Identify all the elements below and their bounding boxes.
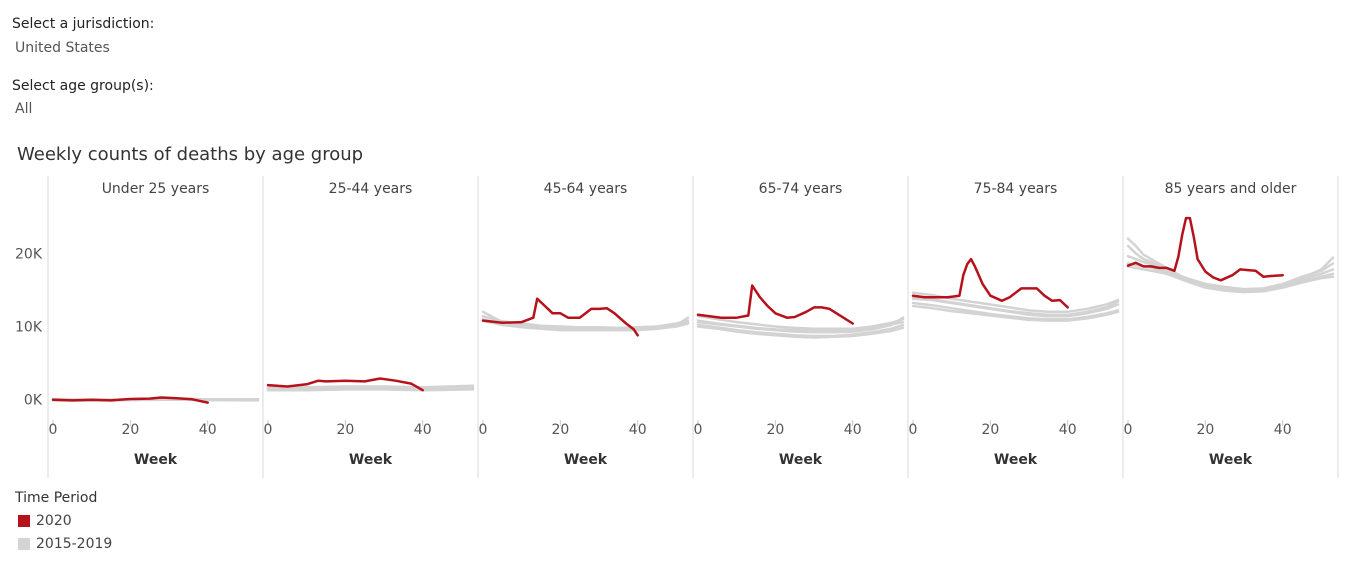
legend-item-2020[interactable]: 2020 (18, 513, 72, 529)
small-multiples-chart: 0K 10K 20K Under 25 years 0 20 40 Week 25-44 yea… (15, 176, 1339, 478)
series-line-2020 (266, 377, 424, 392)
x-tick-label: 40 (414, 422, 432, 438)
panel-header: 65-74 years (759, 181, 843, 197)
series-line-2015-2019 (481, 319, 690, 332)
series-line-2020 (696, 284, 854, 325)
x-tick-label: 0 (909, 422, 918, 438)
series-line-2015-2019 (911, 295, 1120, 317)
series-line-2020 (51, 396, 209, 404)
x-axis-title: Week (1209, 452, 1253, 468)
x-tick-label: 20 (551, 422, 569, 438)
x-tick-label: 0 (49, 422, 58, 438)
panel-header: 85 years and older (1165, 181, 1297, 197)
x-axis-title: Week (564, 452, 608, 468)
y-tick-label: 10K (15, 319, 43, 335)
series-line-2015-2019 (266, 386, 475, 390)
series-line-2015-2019 (1126, 265, 1335, 294)
x-tick-label: 20 (336, 422, 354, 438)
series-line-2015-2019 (266, 388, 475, 392)
x-tick-label: 40 (199, 422, 217, 438)
x-tick-label: 0 (1124, 422, 1133, 438)
x-tick-label: 40 (629, 422, 647, 438)
series-line-2015-2019 (911, 304, 1120, 322)
series-line-2015-2019 (696, 323, 905, 338)
series-line-2020 (481, 297, 639, 337)
series-line-2020 (1126, 216, 1284, 282)
x-tick-label: 20 (766, 422, 784, 438)
jurisdiction-filter-value[interactable]: United States (15, 40, 110, 56)
series-line-2020 (911, 257, 1069, 309)
legend-title: Time Period (15, 490, 98, 506)
x-tick-label: 40 (1059, 422, 1077, 438)
jurisdiction-filter-label: Select a jurisdiction: (12, 16, 155, 32)
series-line-2015-2019 (696, 319, 905, 333)
x-axis-title: Week (134, 452, 178, 468)
panel-header: 25-44 years (329, 181, 413, 197)
series-line-2015-2019 (696, 325, 905, 339)
series-line-2015-2019 (911, 301, 1120, 321)
x-tick-label: 40 (1274, 422, 1292, 438)
x-tick-label: 20 (981, 422, 999, 438)
x-axis-title: Week (994, 452, 1038, 468)
legend-item-2015-2019[interactable]: 2015-2019 (18, 536, 112, 552)
chart-title: Weekly counts of deaths by age group (17, 144, 364, 165)
y-tick-label: 20K (15, 246, 43, 262)
legend-swatch-2015-2019 (18, 538, 30, 550)
series-line-2015-2019 (696, 314, 905, 330)
x-tick-label: 40 (844, 422, 862, 438)
panel-header: 45-64 years (544, 181, 628, 197)
series-line-2015-2019 (266, 384, 475, 389)
legend-label-2020: 2020 (36, 513, 72, 529)
x-tick-label: 20 (1196, 422, 1214, 438)
panel-header: Under 25 years (102, 181, 210, 197)
y-tick-label: 0K (24, 393, 43, 409)
age-group-filter-label: Select age group(s): (12, 78, 154, 94)
x-tick-label: 0 (479, 422, 488, 438)
legend-swatch-2020 (18, 515, 30, 527)
x-tick-label: 0 (694, 422, 703, 438)
x-axis-title: Week (349, 452, 393, 468)
x-axis-title: Week (779, 452, 823, 468)
x-tick-label: 20 (121, 422, 139, 438)
panel-header: 75-84 years (974, 181, 1058, 197)
x-tick-label: 0 (264, 422, 273, 438)
age-group-filter-value[interactable]: All (15, 101, 33, 117)
legend-label-2015-2019: 2015-2019 (36, 536, 113, 552)
series-line-2015-2019 (1126, 254, 1335, 292)
